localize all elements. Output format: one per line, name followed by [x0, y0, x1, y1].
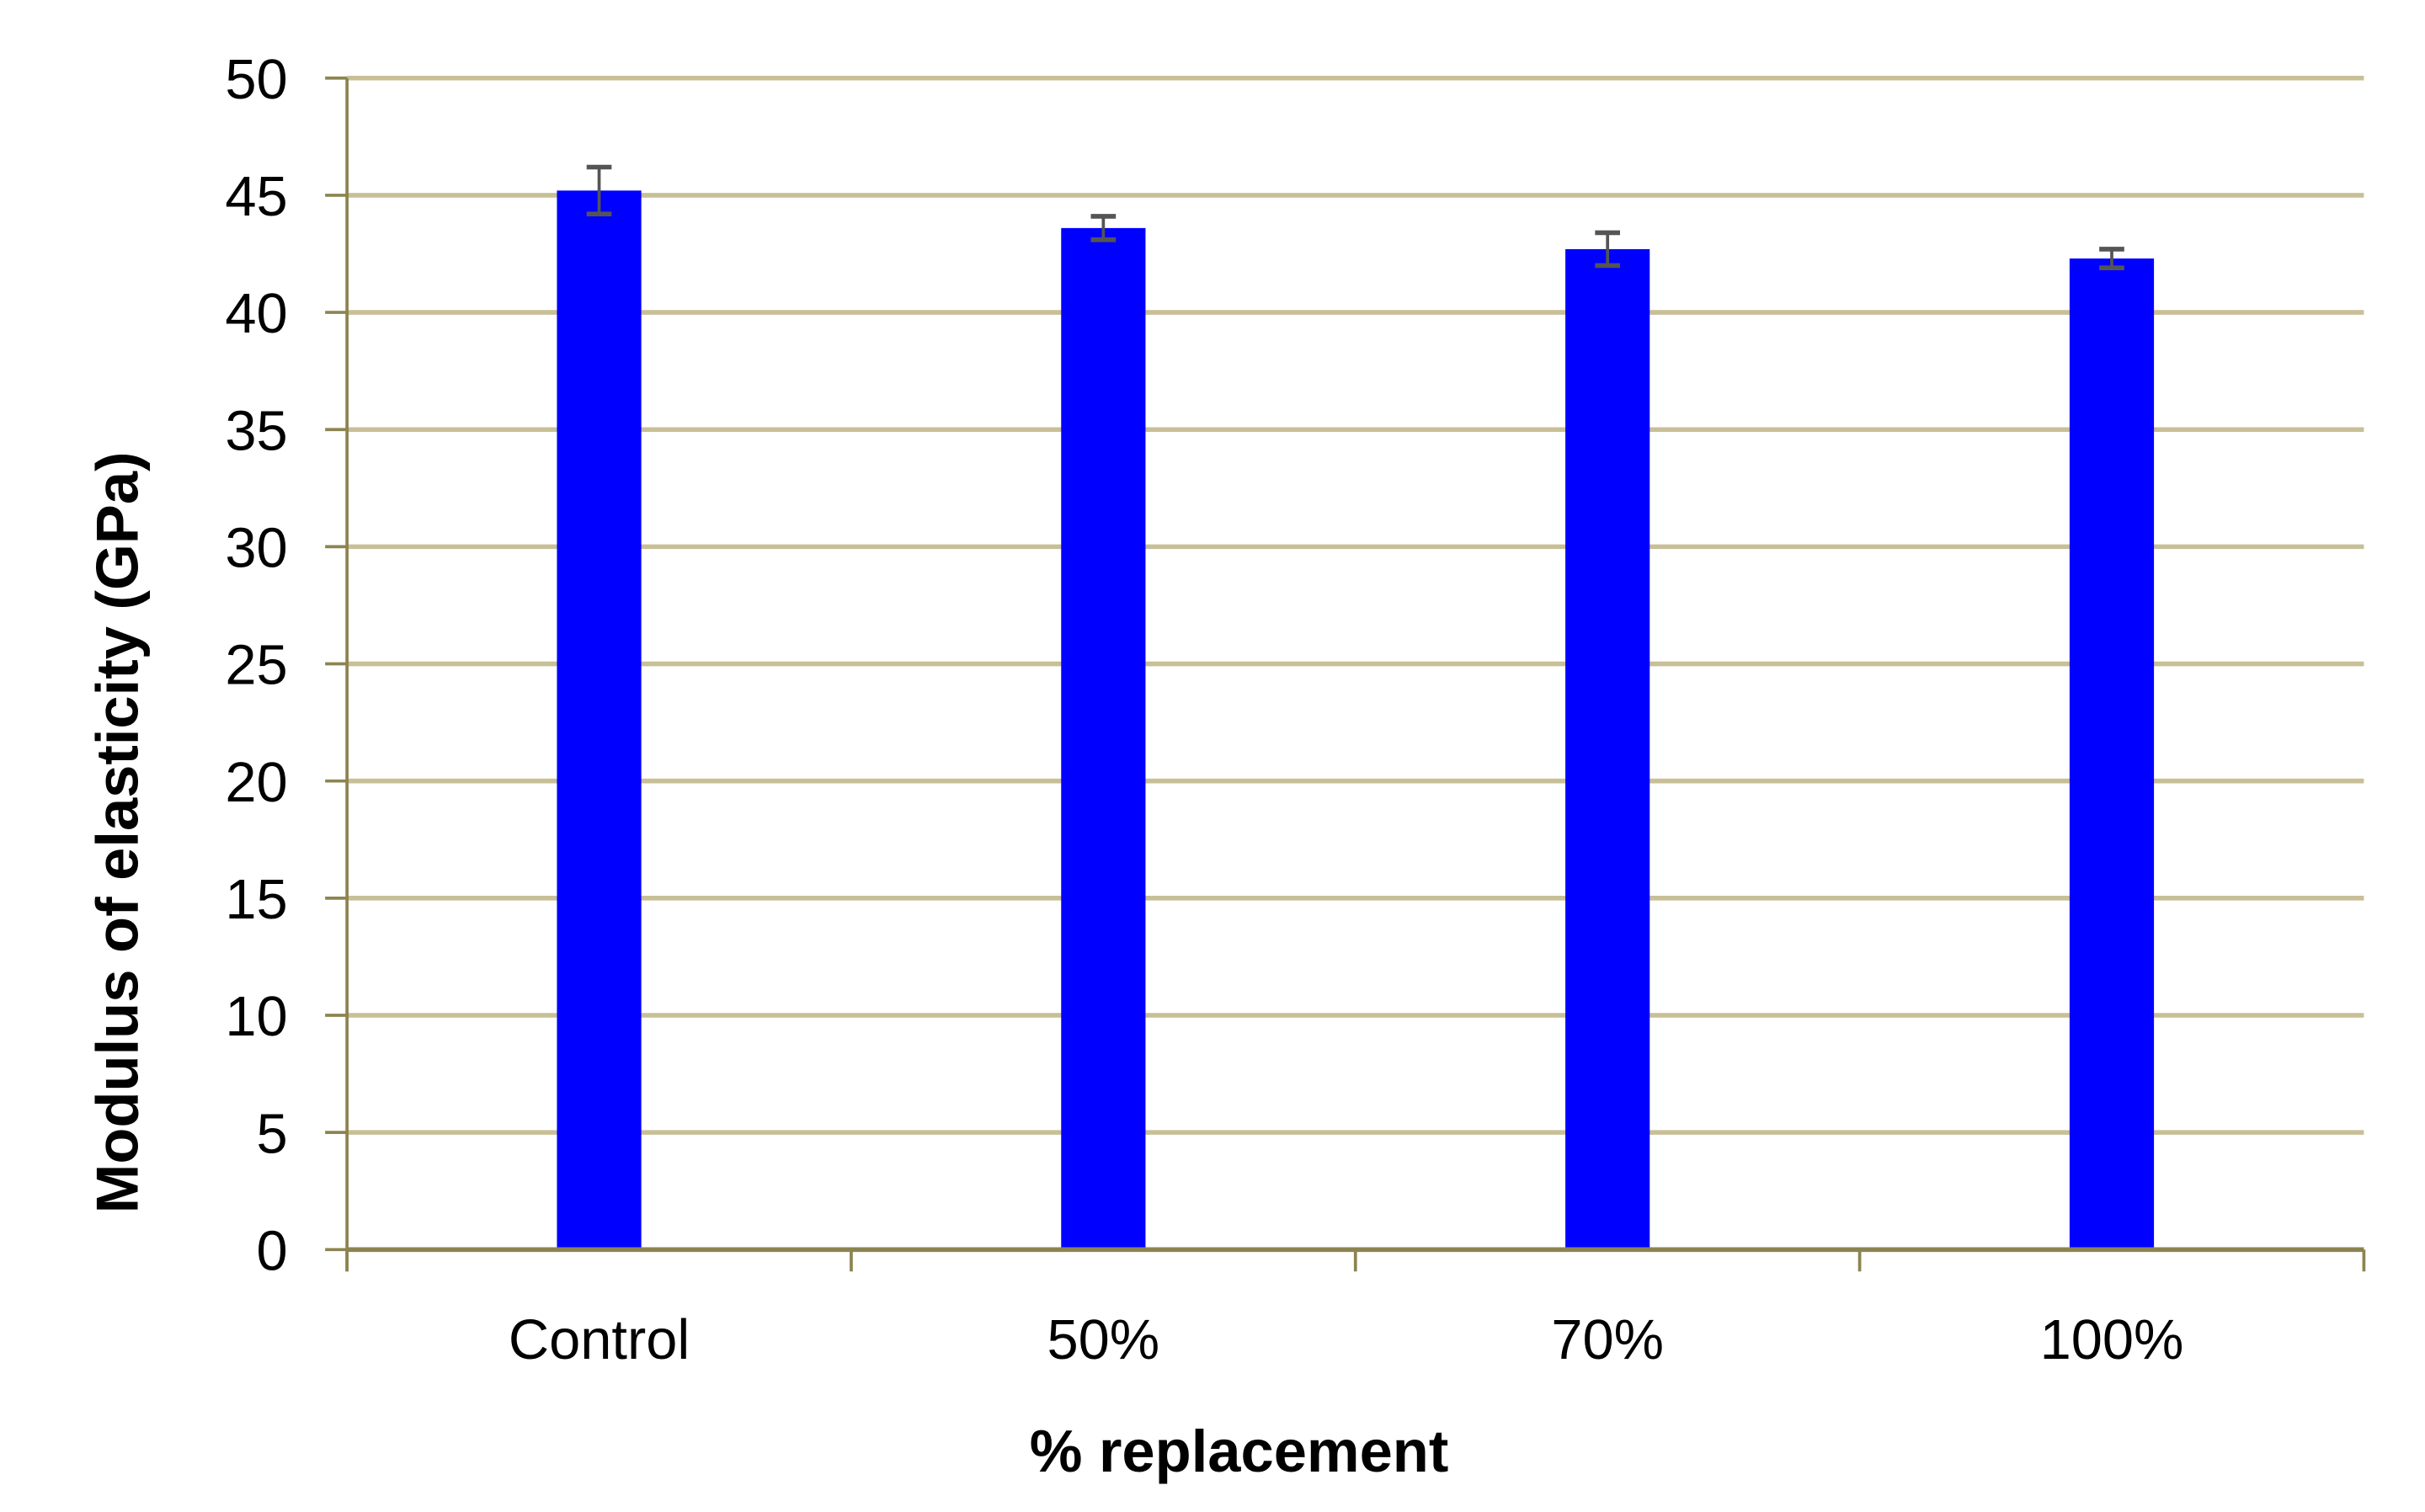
y-tick-label: 0 [256, 1220, 287, 1282]
bars [557, 164, 2155, 1250]
y-tick-label: 50 [225, 49, 287, 111]
y-tick-label: 15 [225, 869, 287, 931]
y-tick-labels: 0 5 10 15 20 25 30 35 40 45 50 [225, 49, 287, 1283]
bar-2 [1565, 248, 1650, 1250]
bar-0 [557, 190, 642, 1250]
axes [325, 76, 2366, 1272]
y-tick-label: 40 [225, 283, 287, 345]
x-tick-labels: Control 50% 70% 100% [509, 1309, 2184, 1371]
x-tick-label: 70% [1551, 1309, 1664, 1371]
x-tick-label: 50% [1047, 1309, 1160, 1371]
y-tick-label: 5 [256, 1103, 287, 1165]
y-tick-label: 25 [225, 635, 287, 697]
y-tick-label: 20 [225, 752, 287, 814]
x-tick-label: Control [509, 1309, 690, 1371]
gridlines [347, 75, 2364, 1135]
y-tick-label: 35 [225, 400, 287, 462]
y-tick-label: 45 [225, 166, 287, 228]
bar-1 [1061, 227, 1146, 1250]
x-tick-label: 100% [2040, 1309, 2184, 1371]
y-tick-label: 10 [225, 986, 287, 1048]
x-axis-label: % replacement [1030, 1418, 1449, 1484]
y-tick-label: 30 [225, 518, 287, 580]
y-axis-label: Modulus of elasticity (GPa) [84, 451, 151, 1213]
bar-3 [2069, 258, 2155, 1250]
